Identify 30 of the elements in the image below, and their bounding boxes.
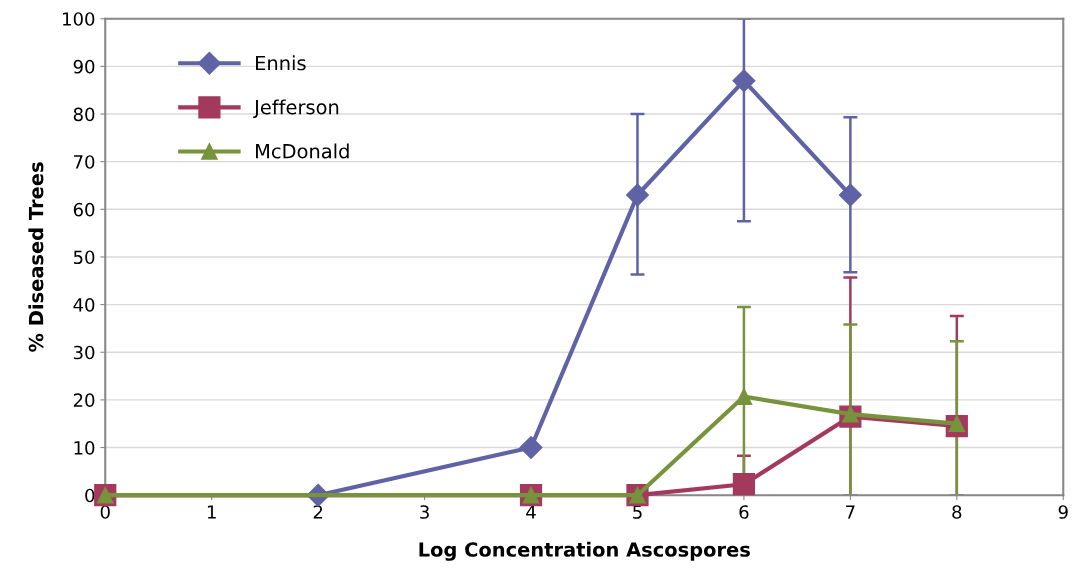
point	[838, 183, 862, 207]
y-tick-label: 80	[73, 107, 95, 122]
x-tick-label: 2	[313, 505, 323, 519]
y-tick-label: 90	[73, 59, 95, 74]
x-tick-label: 7	[846, 505, 855, 519]
legend-label: Ennis	[256, 55, 306, 71]
x-tick-label: 6	[739, 505, 749, 519]
point	[735, 388, 753, 405]
point	[732, 69, 756, 93]
x-tick-label: 3	[420, 505, 429, 519]
y-tick-label: 20	[73, 393, 95, 407]
y-tick-label: 50	[73, 250, 95, 265]
point	[625, 183, 649, 207]
x-tick-label: 8	[952, 505, 962, 519]
legend-label: Jefferson	[253, 99, 339, 119]
y-tick-label: 30	[73, 345, 95, 360]
point	[519, 436, 543, 460]
x-tick-label: 1	[207, 505, 216, 519]
y-tick-label: 40	[73, 298, 95, 312]
x-tick-label: 4	[526, 505, 536, 519]
y-axis-title: % Diseased Trees	[28, 162, 44, 352]
y-tick-label: 60	[73, 202, 95, 217]
legend-label: McDonald	[256, 143, 349, 159]
x-tick-label: 9	[1058, 505, 1068, 519]
x-axis-title: Log Concentration Ascospores	[419, 541, 750, 561]
y-tick-label: 100	[63, 12, 95, 26]
point	[732, 473, 756, 496]
y-tick-label: 70	[74, 155, 95, 169]
x-tick-label: 0	[100, 505, 110, 519]
y-tick-label: 10	[74, 440, 95, 455]
